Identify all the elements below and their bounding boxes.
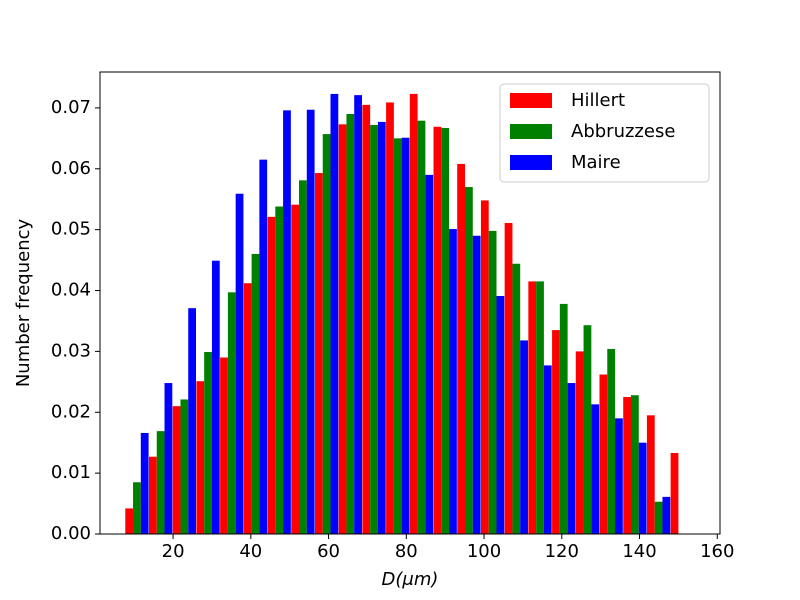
- legend-label: Maire: [571, 152, 621, 173]
- bar: [227, 292, 236, 534]
- bar: [567, 383, 576, 534]
- bar: [520, 340, 528, 534]
- bar: [188, 308, 197, 534]
- bar: [243, 283, 252, 534]
- bar: [559, 303, 568, 534]
- legend-label: Hillert: [571, 90, 625, 111]
- bar: [196, 381, 205, 534]
- bar: [504, 222, 513, 534]
- bar: [488, 230, 497, 534]
- bar: [156, 431, 165, 534]
- y-tick-label: 0.00: [51, 523, 91, 544]
- legend-box: [499, 83, 710, 183]
- x-tick-label: 100: [467, 541, 501, 562]
- bar: [164, 383, 173, 534]
- bar: [441, 128, 450, 534]
- plot-frame: [99, 71, 721, 535]
- bar: [575, 351, 584, 534]
- legend-label: Abbruzzese: [571, 121, 675, 142]
- bar: [401, 137, 410, 534]
- bar: [299, 180, 307, 534]
- bar: [172, 406, 181, 534]
- bar: [140, 432, 149, 534]
- bar: [662, 496, 671, 534]
- bar: [354, 95, 362, 534]
- x-tick-label: 80: [395, 541, 418, 562]
- bar: [552, 330, 560, 534]
- bar: [148, 456, 157, 534]
- bar: [204, 352, 212, 534]
- bar: [425, 174, 434, 534]
- bar: [259, 159, 268, 535]
- bar: [543, 365, 552, 534]
- bar: [362, 104, 371, 534]
- bar: [480, 200, 489, 534]
- bar: [496, 296, 505, 534]
- bar: [583, 325, 592, 534]
- bar: [314, 173, 323, 535]
- bar: [267, 216, 276, 534]
- bar: [180, 399, 189, 534]
- x-tick-label: 140: [622, 541, 656, 562]
- x-tick-label: 120: [545, 541, 579, 562]
- bar: [457, 163, 466, 535]
- legend-swatch: [510, 124, 552, 139]
- bar: [472, 235, 481, 534]
- bar: [607, 348, 616, 534]
- bar: [330, 93, 339, 535]
- bar: [346, 114, 355, 534]
- bar: [211, 260, 220, 534]
- bar: [338, 124, 347, 534]
- bar: [591, 404, 600, 534]
- bar: [370, 124, 378, 535]
- bar: [599, 374, 608, 534]
- x-tick-label: 60: [317, 541, 340, 562]
- bar: [670, 453, 679, 534]
- x-tick-label: 20: [162, 541, 185, 562]
- x-tick-label: 40: [239, 541, 262, 562]
- bar: [417, 120, 426, 535]
- bar: [654, 501, 663, 534]
- bar: [638, 442, 647, 534]
- y-tick-label: 0.03: [51, 340, 91, 361]
- bar: [630, 395, 639, 534]
- bar: [125, 508, 134, 534]
- bar: [449, 229, 457, 535]
- bar: [377, 121, 386, 535]
- bar: [386, 102, 394, 534]
- bar: [393, 138, 402, 534]
- y-tick-label: 0.05: [51, 219, 91, 240]
- bar: [306, 109, 315, 534]
- y-axis-label: Number frequency: [13, 218, 34, 387]
- bar: [646, 415, 655, 534]
- y-tick-label: 0.04: [51, 280, 91, 301]
- y-tick-label: 0.01: [51, 462, 91, 483]
- legend-swatch: [510, 93, 552, 108]
- bar: [465, 187, 473, 535]
- bar: [275, 206, 284, 535]
- bar: [291, 204, 300, 534]
- bar: [235, 193, 244, 534]
- bar: [512, 263, 521, 534]
- x-axis-label: D(μm): [382, 569, 439, 590]
- bar: [322, 134, 331, 534]
- bar: [623, 397, 631, 534]
- bar: [251, 254, 260, 534]
- y-tick-label: 0.06: [51, 158, 91, 179]
- bar: [283, 110, 291, 534]
- bar: [220, 357, 228, 534]
- legend-swatch: [510, 155, 552, 170]
- bar: [133, 482, 141, 534]
- y-tick-label: 0.02: [51, 401, 91, 422]
- x-tick-label: 160: [700, 541, 734, 562]
- bar: [433, 126, 442, 535]
- bar: [615, 418, 623, 534]
- bar: [409, 93, 418, 535]
- bar: [528, 281, 537, 534]
- bar: [536, 281, 544, 534]
- y-tick-label: 0.07: [51, 97, 91, 118]
